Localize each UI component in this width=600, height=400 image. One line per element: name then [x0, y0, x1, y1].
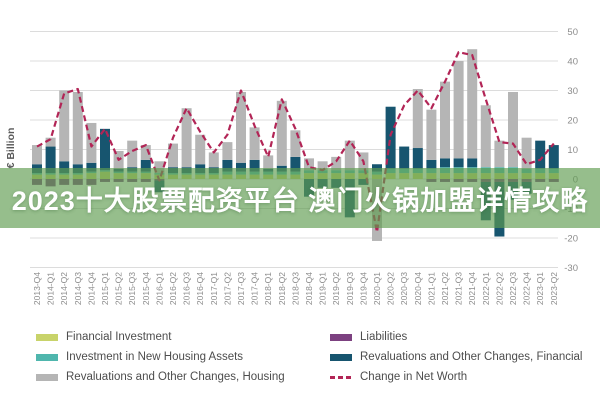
svg-text:2019-Q2: 2019-Q2	[331, 272, 341, 305]
svg-text:2014-Q2: 2014-Q2	[59, 272, 69, 305]
legend-swatch-revaluations-financial	[330, 353, 352, 361]
svg-text:-30: -30	[564, 263, 578, 274]
svg-text:2023-Q2: 2023-Q2	[549, 272, 559, 305]
svg-text:2015-Q2: 2015-Q2	[114, 272, 124, 305]
legend-label: Investment in New Housing Assets	[66, 351, 244, 363]
legend-item-revaluations-housing: Revaluations and Other Changes, Housing	[36, 367, 285, 387]
legend-swatch-financial-investment	[36, 333, 58, 341]
svg-text:2018-Q2: 2018-Q2	[277, 272, 287, 305]
promo-banner-overlay[interactable]: 2023十大股票配资平台 澳门火锅加盟详情攻略	[0, 168, 600, 228]
svg-text:2021-Q3: 2021-Q3	[454, 272, 464, 305]
svg-text:2022-Q4: 2022-Q4	[522, 272, 532, 305]
svg-text:10: 10	[567, 145, 578, 156]
svg-text:2021-Q1: 2021-Q1	[426, 272, 436, 305]
svg-text:2017-Q3: 2017-Q3	[236, 272, 246, 305]
legend-label: Financial Investment	[66, 331, 172, 343]
svg-text:2020-Q2: 2020-Q2	[386, 272, 396, 305]
svg-text:50: 50	[567, 27, 578, 38]
legend-label: Liabilities	[360, 331, 408, 343]
legend-item-liabilities: Liabilities	[330, 327, 582, 347]
svg-text:2016-Q4: 2016-Q4	[195, 272, 205, 305]
legend-column-right: Liabilities Revaluations and Other Chang…	[330, 327, 582, 387]
legend-item-financial-investment: Financial Investment	[36, 327, 285, 347]
svg-text:2022-Q2: 2022-Q2	[494, 272, 504, 305]
svg-text:2020-Q4: 2020-Q4	[413, 272, 423, 305]
svg-text:2015-Q1: 2015-Q1	[100, 272, 110, 305]
svg-text:2017-Q1: 2017-Q1	[209, 272, 219, 305]
legend-swatch-revaluations-housing	[36, 373, 58, 381]
svg-text:2018-Q3: 2018-Q3	[290, 272, 300, 305]
net-worth-stacked-bar-chart: 50403020100-10-20-30€ Billion2013-Q42014…	[5, 27, 578, 305]
y-axis-tick-labels: 50403020100-10-20-30	[564, 27, 578, 274]
svg-text:30: 30	[567, 86, 578, 97]
svg-text:20: 20	[567, 116, 578, 127]
promo-banner-text: 2023十大股票配资平台 澳门火锅加盟详情攻略	[11, 185, 589, 216]
svg-text:2014-Q3: 2014-Q3	[73, 272, 83, 305]
legend-label: Revaluations and Other Changes, Housing	[66, 371, 285, 383]
svg-text:2022-Q3: 2022-Q3	[508, 272, 518, 305]
y-axis-label: € Billion	[5, 128, 17, 169]
svg-text:2017-Q4: 2017-Q4	[250, 272, 260, 305]
svg-text:-20: -20	[564, 234, 578, 245]
svg-text:2019-Q1: 2019-Q1	[318, 272, 328, 305]
legend-item-change-in-net-worth: Change in Net Worth	[330, 367, 582, 387]
legend-swatch-new-housing-assets	[36, 353, 58, 361]
legend-label: Revaluations and Other Changes, Financia…	[360, 351, 583, 363]
svg-text:2013-Q4: 2013-Q4	[32, 272, 42, 305]
legend-swatch-liabilities	[330, 333, 352, 341]
change-in-net-worth-line	[36, 51, 555, 234]
svg-text:2015-Q3: 2015-Q3	[127, 272, 137, 305]
svg-text:2014-Q4: 2014-Q4	[86, 272, 96, 305]
legend-item-revaluations-financial: Revaluations and Other Changes, Financia…	[330, 347, 582, 367]
svg-text:2015-Q4: 2015-Q4	[141, 272, 151, 305]
svg-text:2018-Q4: 2018-Q4	[304, 272, 314, 305]
svg-text:40: 40	[567, 57, 578, 68]
x-axis-tick-labels: 2013-Q4 2014-Q1 2014-Q2 2014-Q3 2014-Q4 2015-…	[32, 272, 559, 305]
svg-text:2017-Q2: 2017-Q2	[222, 272, 232, 305]
svg-text:2021-Q4: 2021-Q4	[467, 272, 477, 305]
svg-text:2019-Q4: 2019-Q4	[358, 272, 368, 305]
svg-text:2020-Q1: 2020-Q1	[372, 272, 382, 305]
svg-text:2018-Q1: 2018-Q1	[263, 272, 273, 305]
svg-text:2014-Q1: 2014-Q1	[46, 272, 56, 305]
svg-text:2016-Q2: 2016-Q2	[168, 272, 178, 305]
svg-text:2021-Q2: 2021-Q2	[440, 272, 450, 305]
legend-column-left: Financial Investment Investment in New H…	[36, 327, 285, 387]
svg-text:2023-Q1: 2023-Q1	[535, 272, 545, 305]
svg-text:2019-Q3: 2019-Q3	[345, 272, 355, 305]
svg-text:2016-Q3: 2016-Q3	[182, 272, 192, 305]
svg-text:2020-Q3: 2020-Q3	[399, 272, 409, 305]
svg-text:2016-Q1: 2016-Q1	[154, 272, 164, 305]
legend-item-new-housing-assets: Investment in New Housing Assets	[36, 347, 285, 367]
svg-text:2022-Q1: 2022-Q1	[481, 272, 491, 305]
legend-label: Change in Net Worth	[360, 371, 468, 383]
legend-swatch-change-in-net-worth-dashed-line	[330, 375, 352, 379]
